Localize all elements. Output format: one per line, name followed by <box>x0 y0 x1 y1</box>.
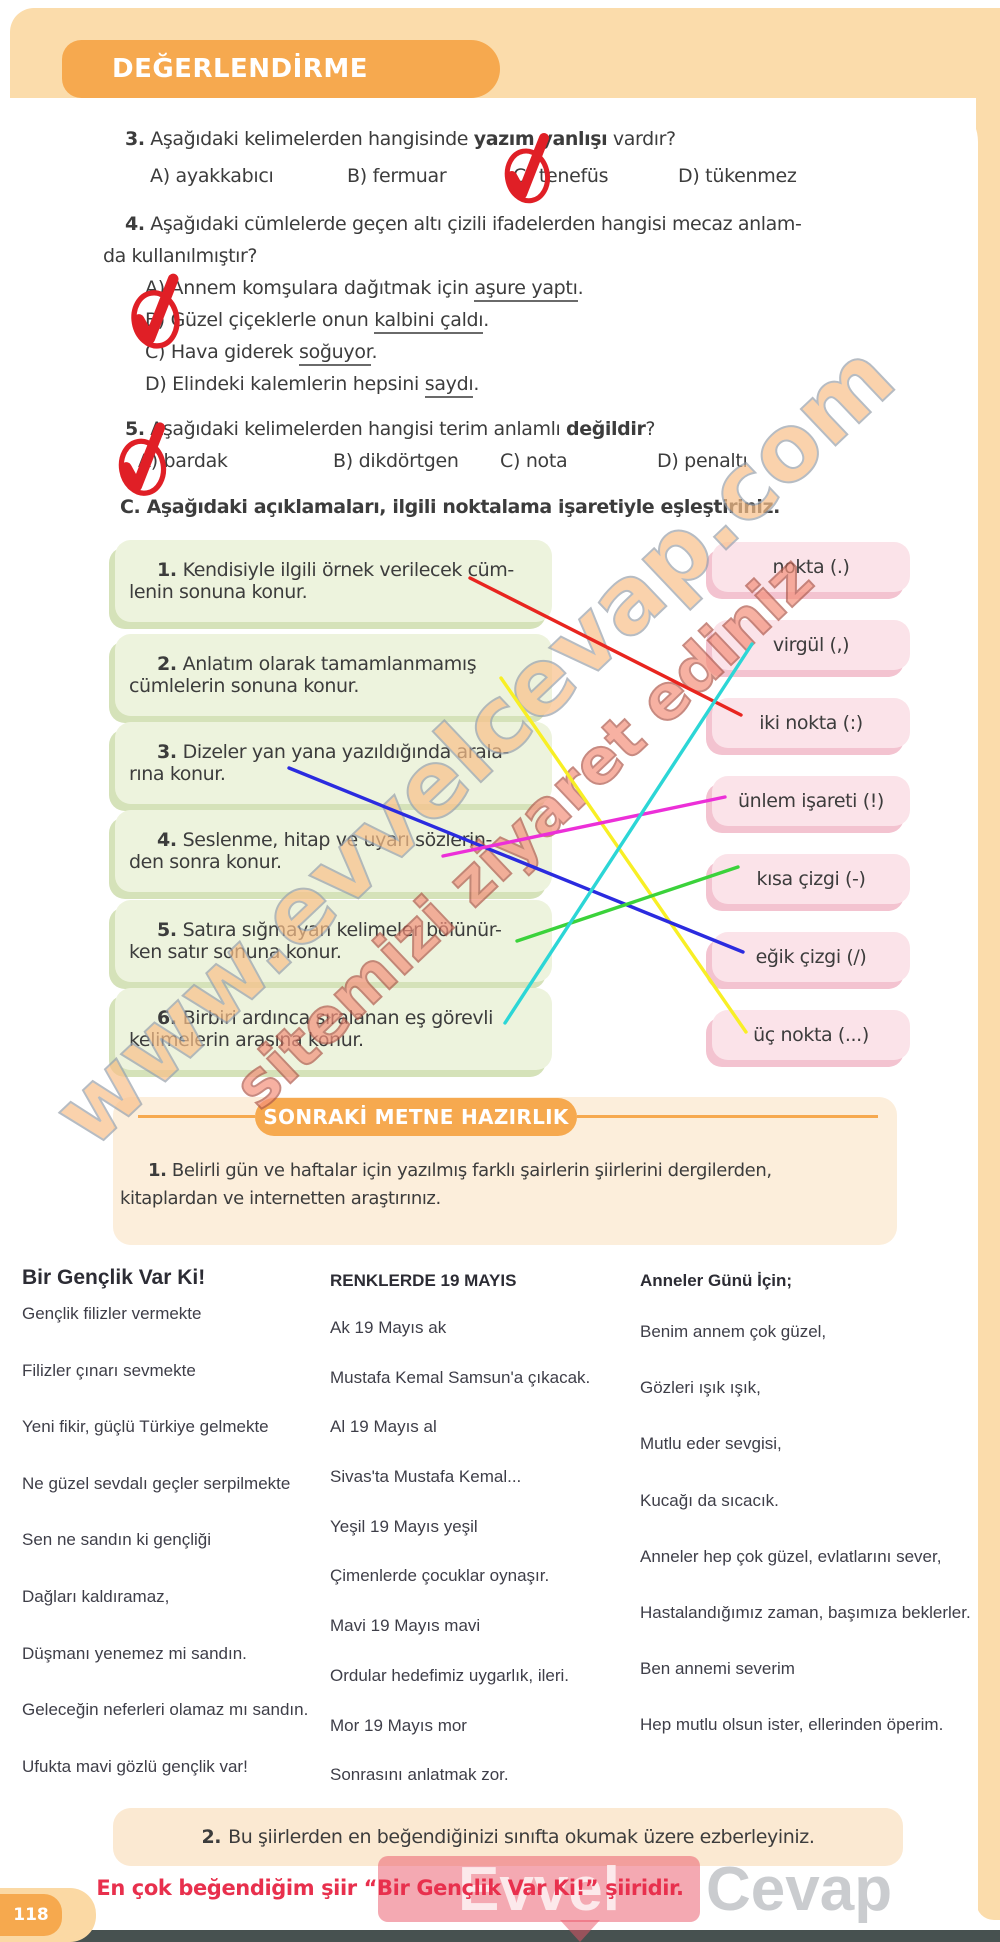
q3-option-a: A) ayakkabıcı <box>150 165 274 187</box>
q4-option-d: D) Elindeki kalemlerin hepsini saydı. <box>145 373 479 398</box>
poem-line: Ak 19 Mayıs ak <box>330 1318 447 1337</box>
poem-line: Geleceğin neferleri olamaz mı sandın. <box>22 1700 309 1720</box>
q4-option-c: C) Hava giderek soğuyor. <box>145 341 378 366</box>
match-left-1: 1. Kendisiyle ilgili örnek verilecek cüm-… <box>115 540 552 622</box>
pill-line-left <box>138 1115 255 1118</box>
poem-line: Sen ne sandın ki gençliği <box>22 1530 212 1550</box>
q5-option-a: A) bardak <box>138 450 228 472</box>
match-right-unlem: ünlem işareti (!) <box>712 776 910 826</box>
answer-note: En çok beğendiğim şiir “Bir Gençlik Var … <box>96 1876 684 1900</box>
poem-line: Mutlu eder sevgisi, <box>640 1434 782 1454</box>
poem-line: Mavi 19 Mayıs mavi <box>330 1616 481 1636</box>
poem-line: Ordular hedefimiz uygarlık, ileri. <box>330 1665 570 1685</box>
poem-line: Hep mutlu olsun ister, ellerinden öperim… <box>640 1715 944 1735</box>
match-left-6: 6. Birbiri ardınca sıralanan eş görevli k… <box>115 988 552 1070</box>
match-right-iki-nokta: iki nokta (:) <box>712 698 910 748</box>
poem-line: Anneler hep çok güzel, evlatlarını sever… <box>640 1546 942 1566</box>
match-right-kisa-cizgi: kısa çizgi (-) <box>712 854 910 904</box>
question-3-text: 3. Aşağıdaki kelimelerden hangisinde yaz… <box>125 128 676 150</box>
poem-line: Gözleri ışık ışık, <box>640 1378 761 1398</box>
q3-option-c: C) tenefüs <box>513 165 609 187</box>
poem-line: Ufukta mavi gözlü gençlik var! <box>22 1756 248 1776</box>
poem-3-lines: Benim annem çok güzel, Gözleri ışık ışık… <box>640 1322 971 1772</box>
poem-line: Ben annemi severim <box>640 1659 795 1679</box>
next-text-prep-banner: SONRAKİ METNE HAZIRLIK <box>255 1098 577 1136</box>
evvelcevap-logo-cevap: Cevap <box>706 1855 893 1924</box>
q4-option-b: B) Güzel çiçeklerle onun kalbini çaldı. <box>145 309 489 334</box>
poem-line: Sivas'ta Mustafa Kemal... <box>330 1467 522 1487</box>
poem-line: Benim annem çok güzel, <box>640 1322 827 1341</box>
match-left-2: 2. Anlatım olarak tamamlanmamış cümleleri… <box>115 634 552 716</box>
poem-line: Hastalandığımız zaman, başımıza beklerle… <box>640 1602 971 1622</box>
evvelcevap-logo-tail <box>560 1920 600 1942</box>
poem-line: Yeni fikir, güçlü Türkiye gelmekte <box>22 1417 269 1437</box>
poem-3-title: Anneler Günü İçin; <box>640 1271 793 1290</box>
q4-option-a: A) Annem komşulara dağıtmak için aşure y… <box>145 277 584 302</box>
poem-line: Çimenlerde çocuklar oynaşır. <box>330 1566 550 1586</box>
pill-line-right <box>577 1115 878 1118</box>
match-left-5: 5. Satıra sığmayan kelimeler bölünür- ken… <box>115 900 552 982</box>
poem-line: Sonrasını anlatmak zor. <box>330 1765 509 1785</box>
page-number: 118 <box>13 1905 49 1925</box>
evvelcevap-logo-box <box>378 1856 700 1922</box>
poem-line: Gençlik filizler vermekte <box>22 1304 202 1323</box>
match-right-egik-cizgi: eğik çizgi (/) <box>712 932 910 982</box>
poem-line: Mustafa Kemal Samsun'a çıkacak. <box>330 1367 591 1387</box>
poem-2-title: RENKLERDE 19 MAYIS <box>330 1271 517 1290</box>
poem-line: Yeşil 19 Mayıs yeşil <box>330 1516 478 1536</box>
q3-option-b: B) fermuar <box>347 165 447 187</box>
match-right-virgul: virgül (,) <box>712 620 910 670</box>
q3-option-d: D) tükenmez <box>678 165 797 187</box>
section-header-banner: DEĞERLENDİRME ÇALIŞMALARI <box>62 40 500 142</box>
question-4-text-line1: 4. Aşağıdaki cümlelerde geçen altı çizil… <box>125 213 802 235</box>
match-right-uc-nokta: üç nokta (...) <box>712 1010 910 1060</box>
match-left-4: 4. Seslenme, hitap ve uyarı sözlerin- den… <box>115 810 552 892</box>
q5-option-d: D) penaltı <box>657 450 748 472</box>
page-number-tab <box>0 1894 62 1936</box>
matching-heading: C. Aşağıdaki açıklamaları, ilgili noktal… <box>120 496 781 518</box>
question-5-text: 5. Aşağıdaki kelimelerden hangisi terim … <box>125 418 656 440</box>
evvelcevap-logo-evvel: Evvel <box>457 1855 621 1924</box>
scan-bottom-edge <box>0 1930 1000 1942</box>
q5-option-b: B) dikdörtgen <box>333 450 459 472</box>
poem-line: Mor 19 Mayıs mor <box>330 1715 467 1735</box>
match-right-nokta: nokta (.) <box>712 542 910 592</box>
poem-2-lines: Ak 19 Mayıs ak Mustafa Kemal Samsun'a çı… <box>330 1318 590 1815</box>
poem-line: Düşmanı yenemez mi sandın. <box>22 1643 247 1663</box>
match-left-3: 3. Dizeler yan yana yazıldığında arala- r… <box>115 722 552 804</box>
q5-option-c: C) nota <box>500 450 568 472</box>
poem-line: Dağları kaldıramaz, <box>22 1586 170 1606</box>
page-border-right <box>976 8 1000 1920</box>
prep-item-1-line1: 1. Belirli gün ve haftalar için yazılmış… <box>148 1160 772 1181</box>
poem-line: Kucağı da sıcacık. <box>640 1490 779 1510</box>
poem-line: Al 19 Mayıs al <box>330 1417 437 1437</box>
prep-item-1-line2: kitaplardan ve internetten araştırınız. <box>120 1188 441 1209</box>
poem-1-title: Bir Gençlik Var Ki! <box>22 1266 206 1289</box>
poem-line: Ne güzel sevdalı geçler serpilmekte <box>22 1473 291 1493</box>
page-title: DEĞERLENDİRME ÇALIŞMALARI <box>112 54 368 142</box>
poem-1-lines: Gençlik filizler vermekte Filizler çınar… <box>22 1304 308 1813</box>
question-4-text-line2: da kullanılmıştır? <box>103 245 258 267</box>
poem-line: Filizler çınarı sevmekte <box>22 1360 196 1380</box>
